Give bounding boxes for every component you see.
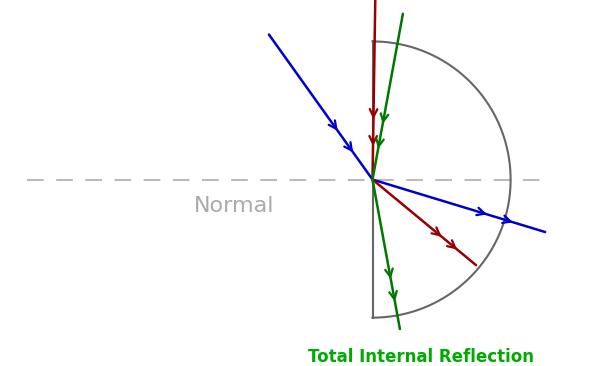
Text: Total Internal Reflection: Total Internal Reflection: [308, 348, 534, 366]
Text: Normal: Normal: [194, 196, 275, 216]
